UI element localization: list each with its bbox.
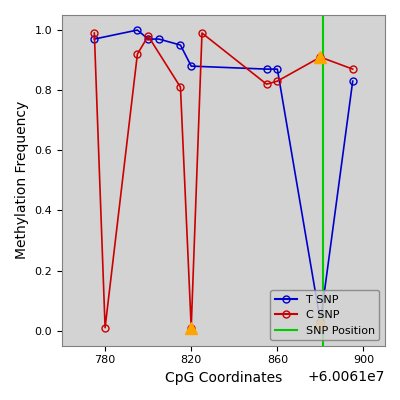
Legend: T SNP, C SNP, SNP Position: T SNP, C SNP, SNP Position (270, 290, 380, 340)
X-axis label: CpG Coordinates: CpG Coordinates (165, 371, 282, 385)
Y-axis label: Methylation Frequency: Methylation Frequency (15, 101, 29, 260)
